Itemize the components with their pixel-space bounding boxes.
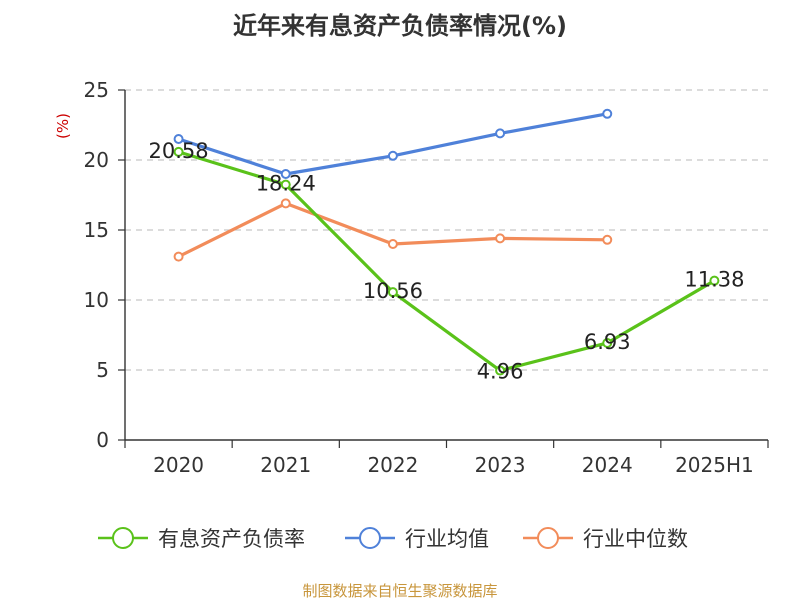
y-tick-label: 10 xyxy=(84,288,109,312)
y-tick-label: 0 xyxy=(96,428,109,452)
data-label: 4.96 xyxy=(477,360,524,384)
series-line xyxy=(178,112,608,176)
series-line xyxy=(178,150,716,373)
x-tick-label: 2021 xyxy=(260,453,311,477)
x-tick-label: 2022 xyxy=(367,453,418,477)
data-point[interactable] xyxy=(280,179,291,190)
data-point[interactable] xyxy=(280,198,291,209)
data-label: 18.24 xyxy=(256,172,316,196)
grid-lines xyxy=(125,89,768,371)
data-point[interactable] xyxy=(602,108,613,119)
data-label: 6.93 xyxy=(584,330,631,354)
data-point[interactable] xyxy=(495,233,506,244)
data-point[interactable] xyxy=(173,134,184,144)
data-labels: 20.58 18.24 10.56 4.96 6.93 11.38 xyxy=(149,139,745,384)
legend-label: 行业均值 xyxy=(405,527,489,551)
x-tick-label: 2024 xyxy=(582,453,633,477)
y-tick-label: 20 xyxy=(84,148,109,172)
legend-item[interactable]: 行业中位数 xyxy=(523,527,688,551)
y-tick-label: 15 xyxy=(84,218,109,242)
data-point[interactable] xyxy=(495,128,506,139)
data-point[interactable] xyxy=(602,234,613,245)
legend-item[interactable]: 有息资产负债率 xyxy=(98,527,305,551)
y-axis-label: (%) xyxy=(54,113,72,139)
x-tick-label: 2020 xyxy=(153,453,204,477)
axes: 0 5 10 15 20 25 2020 2021 2022 2023 2024 2025H1 xyxy=(84,78,769,477)
legend-marker xyxy=(537,527,559,549)
data-point[interactable] xyxy=(387,150,398,161)
legend-label: 行业中位数 xyxy=(583,527,688,551)
legend[interactable]: 有息资产负债率 行业均值 行业中位数 xyxy=(98,527,688,551)
data-point[interactable] xyxy=(387,239,398,249)
chart-title: 近年来有息资产负债率情况(%) xyxy=(233,12,567,40)
legend-marker xyxy=(112,527,134,549)
data-label: 11.38 xyxy=(684,268,744,292)
data-label: 10.56 xyxy=(363,279,423,303)
data-point[interactable] xyxy=(280,169,291,179)
y-tick-label: 5 xyxy=(96,358,109,382)
data-point[interactable] xyxy=(173,146,184,157)
legend-marker xyxy=(359,527,381,549)
data-point[interactable] xyxy=(709,275,720,286)
legend-label: 有息资产负债率 xyxy=(158,527,305,551)
legend-item[interactable]: 行业均值 xyxy=(345,527,489,551)
data-point[interactable] xyxy=(602,337,613,348)
y-tick-label: 25 xyxy=(84,78,109,102)
source-note: 制图数据来自恒生聚源数据库 xyxy=(302,582,497,600)
data-point[interactable] xyxy=(387,287,398,298)
x-tick-label: 2025H1 xyxy=(675,453,754,477)
data-point[interactable] xyxy=(495,365,506,376)
data-label: 20.58 xyxy=(149,139,209,163)
data-point[interactable] xyxy=(173,251,184,262)
x-tick-label: 2023 xyxy=(475,453,526,477)
series-lines xyxy=(173,108,720,376)
